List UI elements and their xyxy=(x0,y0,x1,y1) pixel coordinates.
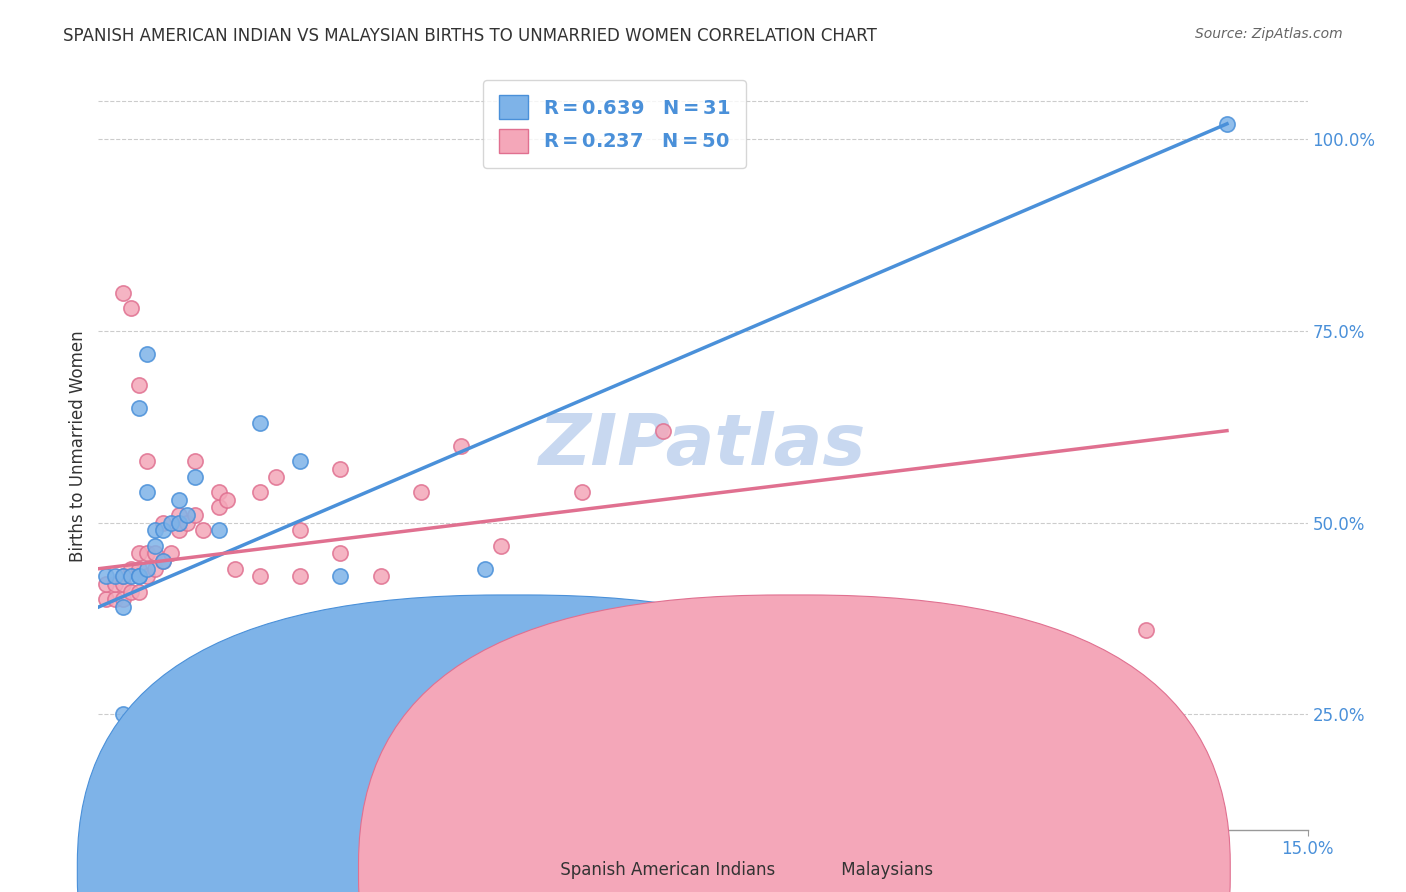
Point xyxy=(264,469,287,483)
Point xyxy=(160,723,183,737)
Point xyxy=(128,562,150,576)
Point xyxy=(329,546,352,560)
Point xyxy=(651,424,673,438)
Point xyxy=(135,546,157,560)
Point xyxy=(152,554,174,568)
Point xyxy=(571,485,593,500)
Point xyxy=(128,584,150,599)
Point xyxy=(135,454,157,468)
Point xyxy=(167,492,190,507)
Point xyxy=(103,569,125,583)
Point xyxy=(249,485,271,500)
Point xyxy=(128,401,150,415)
Point xyxy=(167,508,190,522)
Point xyxy=(120,569,142,583)
Point xyxy=(135,485,157,500)
Point xyxy=(208,524,231,538)
Point xyxy=(893,669,915,683)
Point xyxy=(143,562,166,576)
Text: ZIPatlas: ZIPatlas xyxy=(540,411,866,481)
Point xyxy=(120,584,142,599)
Point xyxy=(143,539,166,553)
Point xyxy=(217,492,239,507)
Point xyxy=(167,524,190,538)
Point xyxy=(1216,117,1239,131)
Point xyxy=(1135,623,1157,637)
Point xyxy=(143,699,166,714)
Point xyxy=(111,577,134,591)
Point xyxy=(329,462,352,476)
Point xyxy=(135,347,157,361)
Point xyxy=(143,546,166,560)
Point xyxy=(249,569,271,583)
Point xyxy=(120,715,142,730)
Point xyxy=(450,439,472,453)
Point xyxy=(152,692,174,706)
Point xyxy=(160,516,183,530)
Point xyxy=(288,524,311,538)
Point xyxy=(111,569,134,583)
Point xyxy=(167,516,190,530)
Point xyxy=(135,562,157,576)
Point xyxy=(111,569,134,583)
Point xyxy=(96,592,118,607)
Point xyxy=(152,516,174,530)
Point xyxy=(184,454,207,468)
Point xyxy=(135,569,157,583)
Point xyxy=(193,524,215,538)
Point xyxy=(491,539,513,553)
Point xyxy=(474,562,496,576)
Y-axis label: Births to Unmarried Women: Births to Unmarried Women xyxy=(69,330,87,562)
Point xyxy=(96,577,118,591)
Point xyxy=(733,677,755,691)
Point xyxy=(120,301,142,315)
Point xyxy=(176,508,198,522)
Point xyxy=(409,485,432,500)
Text: Spanish American Indians: Spanish American Indians xyxy=(534,861,776,879)
Point xyxy=(184,508,207,522)
Point xyxy=(111,707,134,722)
Legend: $\mathbf{R = 0.639}$   $\mathbf{N =  31}$, $\mathbf{R = 0.237}$   $\mathbf{N = 5: $\mathbf{R = 0.639}$ $\mathbf{N = 31}$, … xyxy=(484,79,747,168)
Point xyxy=(128,569,150,583)
Point xyxy=(96,569,118,583)
Point xyxy=(143,524,166,538)
Point xyxy=(224,562,246,576)
Point xyxy=(152,524,174,538)
Point xyxy=(184,469,207,483)
Point xyxy=(128,546,150,560)
Point xyxy=(128,569,150,583)
Point xyxy=(111,600,134,615)
Point xyxy=(152,554,174,568)
Text: SPANISH AMERICAN INDIAN VS MALAYSIAN BIRTHS TO UNMARRIED WOMEN CORRELATION CHART: SPANISH AMERICAN INDIAN VS MALAYSIAN BIR… xyxy=(63,27,877,45)
Point xyxy=(208,500,231,515)
Point xyxy=(329,569,352,583)
Point xyxy=(160,546,183,560)
Point xyxy=(176,516,198,530)
Point xyxy=(208,485,231,500)
Point xyxy=(103,592,125,607)
Point xyxy=(111,592,134,607)
Point xyxy=(111,285,134,300)
Text: Source: ZipAtlas.com: Source: ZipAtlas.com xyxy=(1195,27,1343,41)
Point xyxy=(167,516,190,530)
Point xyxy=(288,569,311,583)
Point xyxy=(370,569,392,583)
Point xyxy=(249,416,271,430)
Point xyxy=(288,454,311,468)
Point xyxy=(103,577,125,591)
Text: Malaysians: Malaysians xyxy=(815,861,934,879)
Point xyxy=(128,377,150,392)
Point xyxy=(120,562,142,576)
